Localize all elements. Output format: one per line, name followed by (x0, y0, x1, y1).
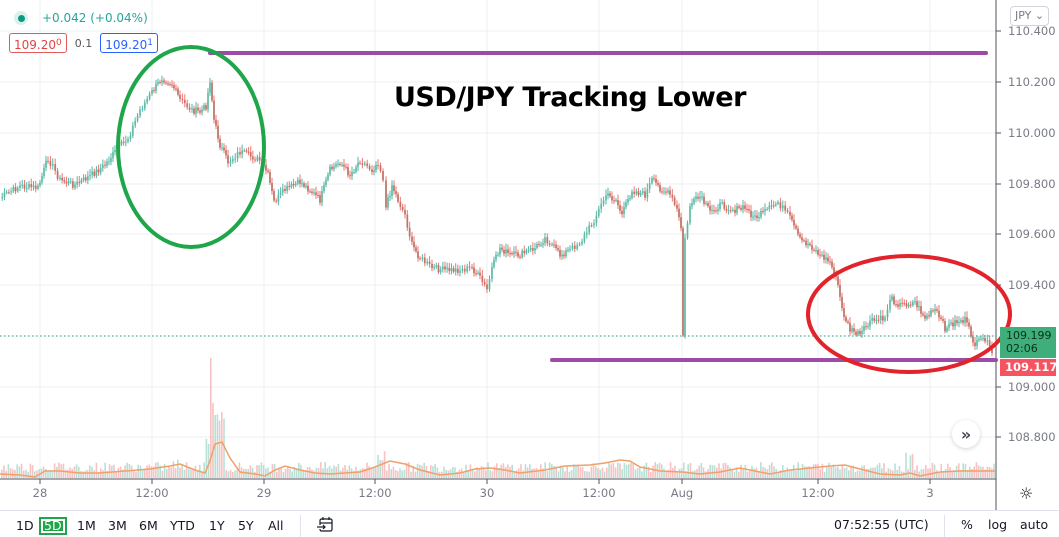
ask-price-pip: 1 (147, 38, 153, 48)
utc-clock[interactable]: 07:52:55 (UTC) (834, 517, 929, 532)
range-button-5y[interactable]: 5Y (238, 518, 254, 533)
market-status-icon (14, 11, 28, 25)
candlestick-series (1, 75, 993, 357)
time-tick-label: 12:00 (135, 486, 169, 500)
annotation-title: USD/JPY Tracking Lower (394, 82, 746, 113)
range-button-ytd[interactable]: YTD (170, 518, 195, 533)
bottom-toolbar: 1D 5D 1M 3M 6M YTD 1Y 5Y All 07:52:55 (UTC) % lo… (0, 510, 1059, 537)
last-price-value: 109.199 (1006, 329, 1052, 342)
price-tick-label: 109.600 (1008, 227, 1056, 241)
bid-price: 109.20 (14, 38, 56, 52)
bar-countdown: 02:06 (1006, 342, 1038, 355)
range-button-5d[interactable]: 5D (39, 517, 67, 535)
range-button-3m[interactable]: 3M (108, 518, 127, 533)
time-tick-label: 12:00 (801, 486, 835, 500)
bid-price-pip: 0 (56, 38, 62, 48)
high-zone-ellipse[interactable] (116, 45, 266, 249)
time-tick-label: 12:00 (582, 486, 616, 500)
toolbar-divider (944, 515, 945, 537)
log-scale-toggle[interactable]: log (988, 517, 1008, 532)
ask-price: 109.20 (105, 38, 148, 52)
settings-gear-icon[interactable]: ☼ (1019, 484, 1034, 503)
time-tick-label: 3 (926, 486, 934, 500)
spread-value: 0.1 (74, 36, 93, 50)
buy-button[interactable]: 109.201 (100, 33, 158, 53)
price-tick-label: 109.800 (1008, 177, 1056, 191)
bid-ask-legend: 109.200 0.1 109.201 (9, 33, 158, 53)
last-price-label: 109.199 02:06 (1000, 327, 1056, 358)
time-tick-label: Aug (670, 486, 694, 500)
price-change: +0.042 (+0.04%) (42, 11, 148, 25)
low-zone-ellipse[interactable] (806, 254, 1012, 374)
go-to-date-button[interactable] (316, 516, 336, 537)
grid-lines (0, 0, 996, 479)
symbol-legend: +0.042 (+0.04%) (14, 8, 148, 28)
range-button-all[interactable]: All (268, 518, 284, 533)
range-button-1m[interactable]: 1M (77, 518, 96, 533)
range-button-1y[interactable]: 1Y (209, 518, 225, 533)
price-tick-label: 110.400 (1008, 24, 1056, 38)
volume-series (1, 358, 995, 478)
volume-ma-line (0, 441, 995, 478)
range-button-6m[interactable]: 6M (139, 518, 158, 533)
price-tick-label: 109.400 (1008, 278, 1056, 292)
scroll-to-realtime-button[interactable]: » (952, 420, 980, 448)
time-tick-label: 30 (479, 486, 495, 500)
time-tick-label: 12:00 (358, 486, 392, 500)
price-tick-label: 110.000 (1008, 126, 1056, 140)
time-tick-label: 29 (256, 486, 272, 500)
currency-dropdown[interactable]: JPY ⌄ (1010, 6, 1050, 26)
calendar-arrow-icon (316, 517, 333, 532)
double-chevron-right-icon: » (960, 424, 972, 444)
price-tick-label: 108.800 (1008, 430, 1056, 444)
time-tick-label: 28 (32, 486, 48, 500)
range-button-1d[interactable]: 1D (16, 518, 34, 533)
price-tick-label: 109.000 (1008, 380, 1056, 394)
sell-button[interactable]: 109.200 (9, 33, 67, 53)
toolbar-divider (300, 515, 301, 537)
percent-scale-toggle[interactable]: % (961, 517, 973, 532)
price-tick-label: 110.200 (1008, 75, 1056, 89)
marker-price-label: 109.117 (1000, 359, 1057, 376)
auto-scale-toggle[interactable]: auto (1020, 517, 1049, 532)
